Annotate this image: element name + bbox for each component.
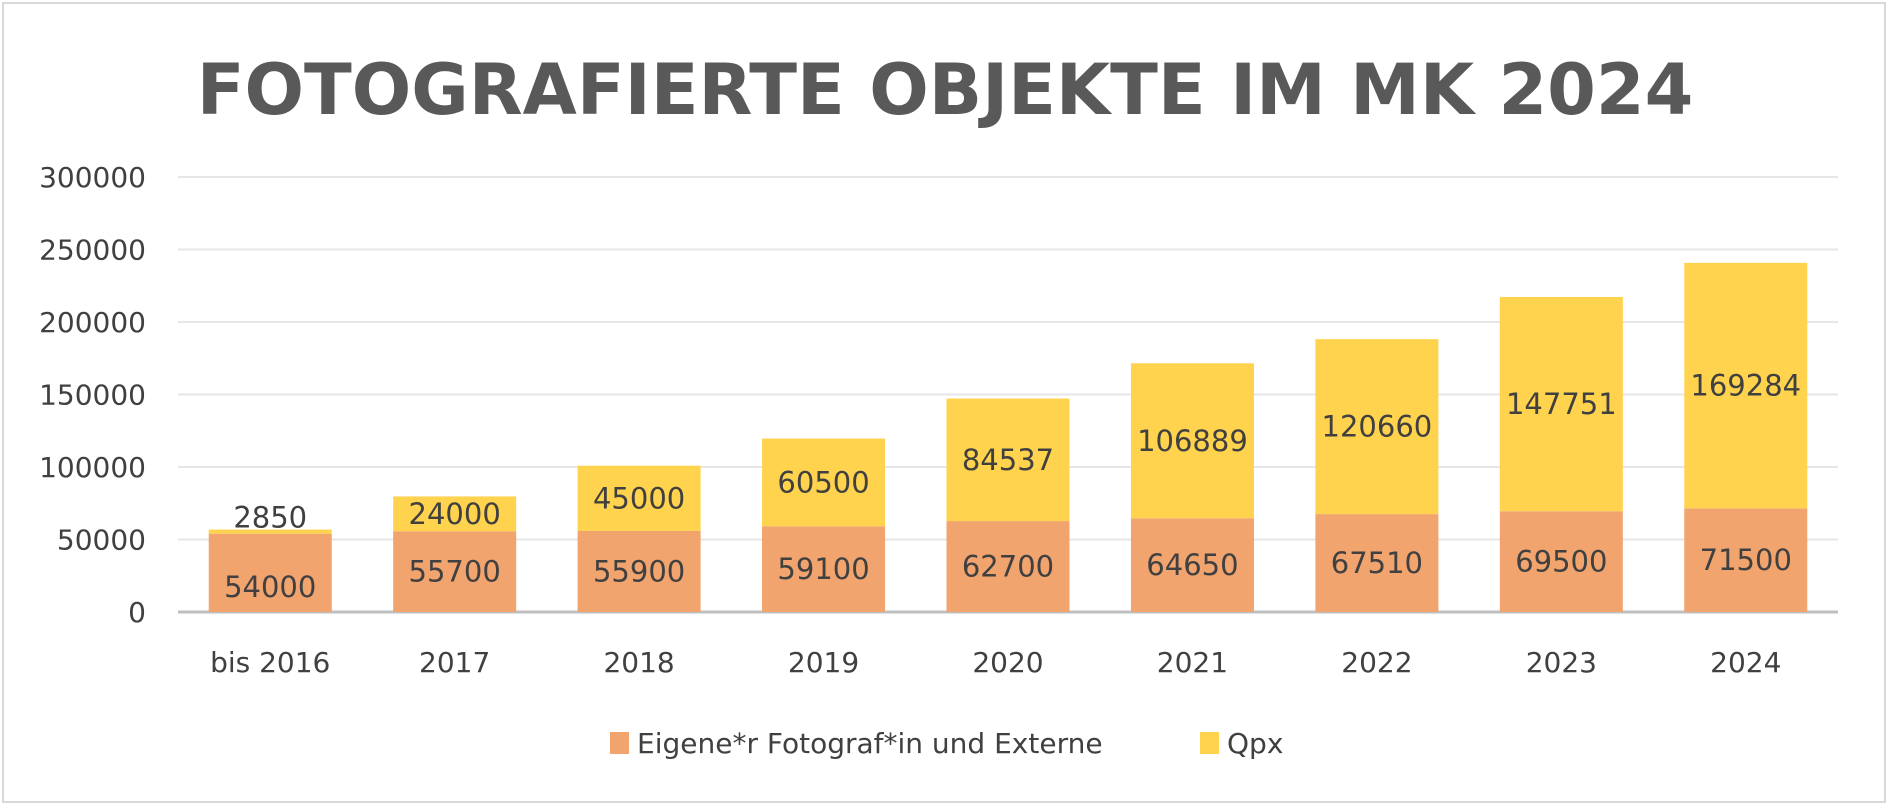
- x-tick-label: 2023: [1526, 646, 1597, 679]
- data-label: 169284: [1690, 369, 1801, 403]
- data-label: 67510: [1331, 546, 1423, 580]
- chart-title: FOTOGRAFIERTE OBJEKTE IM MK 2024: [197, 49, 1694, 131]
- legend-label: Qpx: [1227, 727, 1283, 760]
- data-label: 59100: [777, 552, 869, 586]
- bar-eigene: [762, 526, 886, 612]
- data-label: 60500: [777, 465, 869, 499]
- bar-qpx: [762, 438, 886, 527]
- data-label: 2850: [233, 501, 307, 535]
- y-tick-label: 150000: [39, 379, 146, 412]
- data-label: 84537: [962, 443, 1054, 477]
- legend-swatch: [1200, 732, 1219, 754]
- data-label: 45000: [593, 481, 685, 515]
- y-tick-label: 250000: [39, 234, 146, 267]
- x-tick-label: 2020: [972, 646, 1043, 679]
- y-tick-label: 50000: [57, 524, 146, 557]
- y-tick-label: 300000: [39, 161, 146, 194]
- data-label: 69500: [1515, 545, 1607, 579]
- bar-eigene: [1499, 511, 1623, 612]
- bar-eigene: [1684, 508, 1808, 612]
- bar-eigene: [577, 530, 701, 612]
- legend-swatch: [610, 732, 629, 754]
- data-label: 106889: [1137, 424, 1248, 458]
- bar-qpx: [946, 398, 1070, 522]
- data-label: 24000: [409, 497, 501, 531]
- bar-eigene: [946, 521, 1070, 612]
- x-tick-label: bis 2016: [210, 646, 330, 679]
- data-label: 120660: [1322, 410, 1433, 444]
- bar-eigene: [393, 531, 517, 612]
- data-label: 71500: [1700, 543, 1792, 577]
- x-tick-label: 2017: [419, 646, 490, 679]
- data-label: 147751: [1506, 387, 1617, 421]
- y-tick-label: 100000: [39, 451, 146, 484]
- bar-qpx: [1684, 262, 1808, 509]
- y-tick-label: 0: [128, 596, 146, 629]
- data-label: 62700: [962, 550, 1054, 584]
- data-label: 55900: [593, 554, 685, 588]
- data-label: 54000: [224, 570, 316, 604]
- bar-qpx: [1499, 296, 1623, 512]
- x-tick-label: 2019: [788, 646, 859, 679]
- data-label: 64650: [1146, 548, 1238, 582]
- bar-qpx: [208, 529, 332, 534]
- bar-eigene: [208, 533, 332, 612]
- bar-qpx: [393, 496, 517, 532]
- y-tick-label: 200000: [39, 306, 146, 339]
- legend-label: Eigene*r Fotograf*in und Externe: [637, 727, 1103, 760]
- x-tick-label: 2021: [1157, 646, 1228, 679]
- x-tick-label: 2024: [1710, 646, 1781, 679]
- x-tick-label: 2022: [1341, 646, 1412, 679]
- bar-eigene: [1315, 514, 1439, 612]
- bar-qpx: [1315, 339, 1439, 515]
- bar-qpx: [577, 465, 701, 531]
- data-label: 55700: [409, 555, 501, 589]
- x-tick-label: 2018: [603, 646, 674, 679]
- bar-eigene: [1130, 518, 1254, 612]
- bar-qpx: [1130, 363, 1254, 519]
